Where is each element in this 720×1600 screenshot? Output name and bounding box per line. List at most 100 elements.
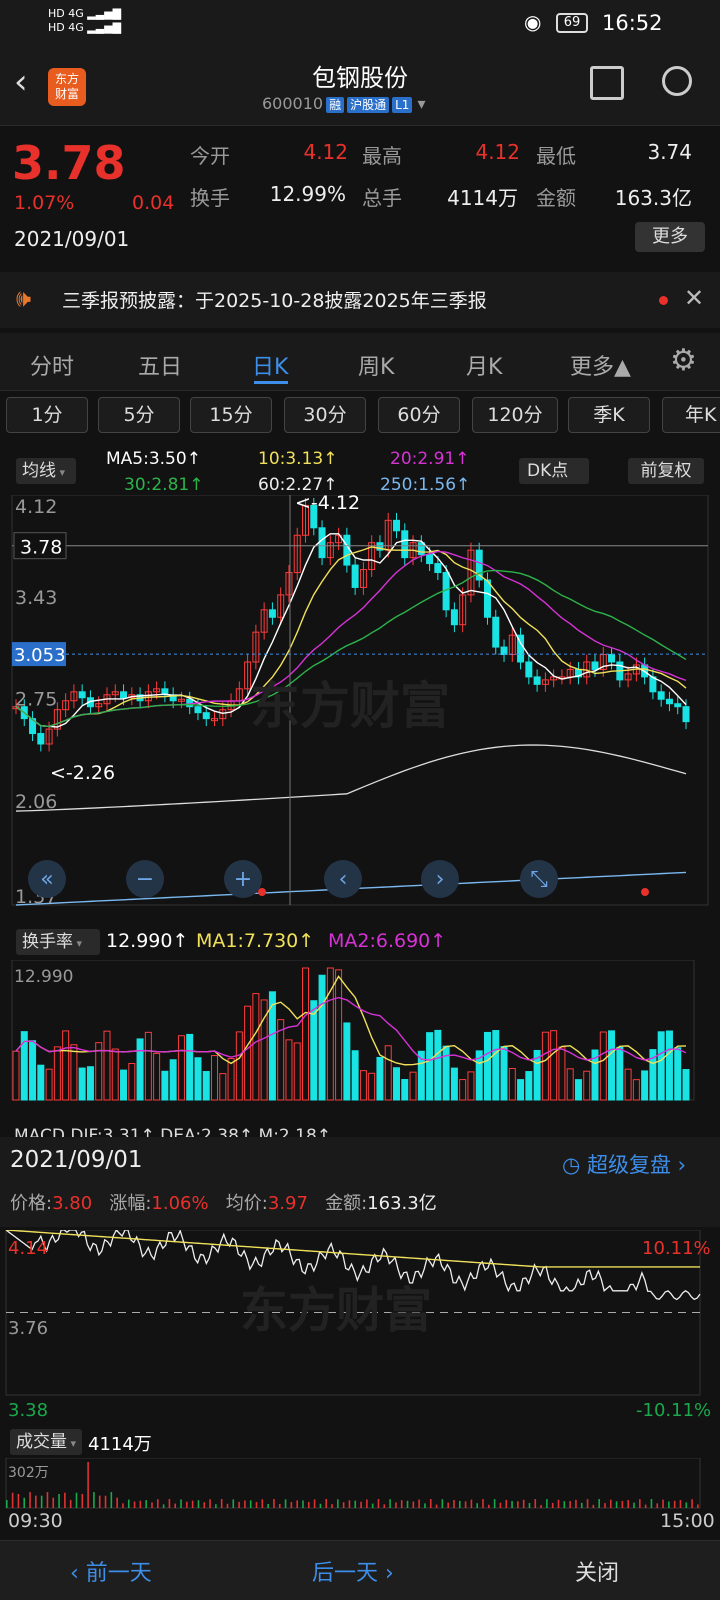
volume-frame (5, 1458, 701, 1509)
y-tick-label: 2.75 (15, 688, 57, 710)
volume-bar (511, 1501, 513, 1508)
turnover-bar (219, 1073, 227, 1101)
volume-bar (331, 1504, 333, 1508)
next-day-button[interactable]: 后一天 › (312, 1561, 394, 1586)
volume-bar (464, 1501, 467, 1508)
close-icon[interactable]: ✕ (684, 284, 705, 312)
period-15min[interactable]: 15分 (190, 397, 272, 433)
volume-bar (87, 1462, 89, 1508)
speaker-icon: 🕪 (16, 284, 32, 312)
volume-bar (232, 1499, 235, 1508)
tab-wuri[interactable]: 五日 (138, 355, 183, 380)
adjust-button[interactable]: 前复权 (628, 458, 704, 484)
volume-bar (668, 1501, 670, 1508)
tab-yuek[interactable]: 月K (466, 355, 503, 380)
candle-body (500, 646, 508, 656)
candle-body (541, 679, 549, 685)
volume-bar (470, 1499, 473, 1508)
turnover-bar (29, 1040, 37, 1101)
turnover-bar (335, 969, 343, 1101)
volume-bar (609, 1499, 612, 1508)
turnover-bar (483, 1031, 491, 1101)
intraday-top-label: 4.14 (8, 1238, 49, 1259)
turnover-bar (450, 1067, 458, 1101)
back-icon[interactable]: ‹ (14, 62, 28, 102)
volume-selector[interactable]: 成交量 ▾ (10, 1429, 82, 1455)
tab-fenshi[interactable]: 分时 (30, 355, 75, 380)
volume-bar (104, 1495, 107, 1508)
scroll-left-icon[interactable] (324, 860, 362, 898)
stock-code-row[interactable]: 600010 融沪股通 L1 ▾ (262, 94, 426, 113)
zoom-in-icon[interactable] (224, 860, 262, 898)
volume-bar (11, 1492, 14, 1508)
ma-selector[interactable]: 均线 ▾ (16, 458, 76, 484)
stock-header: ‹ 东方 财富 包钢股份 600010 融沪股通 L1 ▾ (0, 48, 720, 126)
kline-chart[interactable]: 4.123.432.752.061.373.783.053<-4.12<-2.2… (0, 495, 720, 925)
period-season[interactable]: 季K (568, 397, 650, 433)
turnover-bar (641, 1070, 649, 1101)
tab-more[interactable]: 更多▲ (570, 355, 631, 380)
volume-bar (447, 1502, 449, 1508)
fullscreen-icon[interactable] (520, 860, 558, 898)
turnover-bar (608, 1030, 616, 1101)
volume-bar (354, 1500, 357, 1508)
ma60-line (15, 744, 687, 812)
net-label-2: 4G (68, 21, 84, 34)
turnover-bar (62, 1030, 70, 1101)
turnover-bar (682, 1069, 690, 1101)
volume-bar (180, 1499, 182, 1508)
turnover-bar (401, 1079, 409, 1101)
turnover-bar (616, 1046, 624, 1101)
search-icon[interactable] (662, 66, 692, 96)
turnover-bar (285, 1039, 293, 1101)
change-percent: 1.07% (14, 192, 75, 214)
turnover-ma2: MA2:6.690↑ (328, 930, 447, 952)
eastmoney-logo: 东方 财富 (48, 68, 86, 106)
close-button[interactable]: 关闭 (575, 1561, 620, 1586)
period-5min[interactable]: 5分 (98, 397, 180, 433)
period-60min[interactable]: 60分 (378, 397, 460, 433)
period-year[interactable]: 年K (662, 397, 720, 433)
volume-bar (366, 1499, 368, 1508)
more-button[interactable]: 更多 (635, 222, 705, 252)
candle-body (525, 661, 533, 678)
volume-bar (255, 1502, 258, 1508)
stat-value-low: 3.74 (647, 140, 692, 164)
intraday-stats: 价格:3.80 涨幅:1.06% 均价:3.97 金额:163.3亿 (10, 1189, 437, 1215)
candle-body (591, 661, 599, 670)
volume-bar (168, 1499, 171, 1508)
zoom-out-icon[interactable] (126, 860, 164, 898)
gear-icon[interactable]: ⚙ (670, 343, 697, 378)
battery-level: 69 (563, 15, 581, 30)
tab-zhouk[interactable]: 周K (358, 355, 395, 380)
volume-selector-label: 成交量 (16, 1432, 67, 1452)
volume-bar (499, 1502, 502, 1508)
current-price-tag: 3.78 (20, 537, 62, 559)
scroll-right-icon[interactable] (421, 860, 459, 898)
hd-label: HD (48, 7, 65, 20)
zoom-back-icon[interactable] (28, 860, 66, 898)
share-icon[interactable] (590, 66, 624, 100)
turnover-bar (591, 1049, 599, 1101)
price-label: 价格: (10, 1193, 53, 1214)
period-1min[interactable]: 1分 (6, 397, 88, 433)
candle-body (268, 609, 276, 618)
period-120min[interactable]: 120分 (472, 397, 558, 433)
intraday-chart[interactable]: 东方财富 (0, 1230, 720, 1425)
turnover-bar (599, 1031, 607, 1101)
prev-day-button[interactable]: ‹ 前一天 (70, 1561, 152, 1586)
turnover-bar (37, 1064, 45, 1101)
replay-link[interactable]: ◷ 超级复盘 › (562, 1153, 687, 1177)
tab-rik[interactable]: 日K (252, 355, 289, 380)
volume-bar (116, 1497, 118, 1508)
turnover-bar (128, 1063, 136, 1101)
candle-body (343, 534, 351, 566)
turnover-bar (136, 1038, 144, 1101)
stat-label-low: 最低 (536, 144, 576, 168)
period-30min[interactable]: 30分 (284, 397, 366, 433)
notice-bar[interactable]: 🕪 三季报预披露：于2025-10-28披露2025年三季报 ✕ (0, 272, 720, 328)
intraday-amt: 163.3亿 (367, 1193, 437, 1214)
dk-button[interactable]: DK点 (519, 458, 589, 484)
volume-bar (476, 1503, 479, 1508)
turnover-selector[interactable]: 换手率 ▾ (16, 929, 100, 955)
